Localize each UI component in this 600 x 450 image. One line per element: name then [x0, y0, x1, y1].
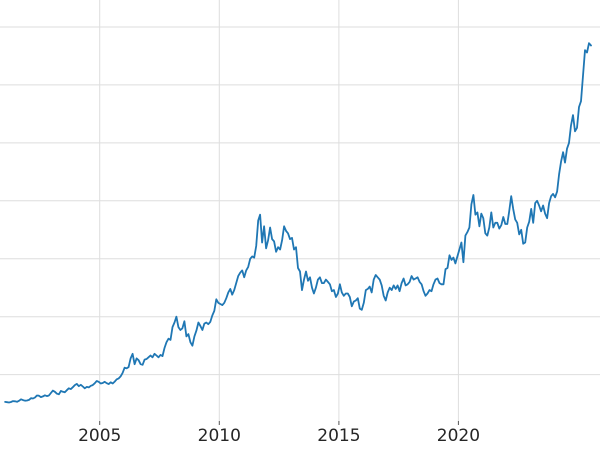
x-tick-label-2015: 2015: [317, 426, 360, 446]
price-line: [4, 42, 592, 404]
x-tick-label-2010: 2010: [198, 426, 241, 446]
x-tick-label-2005: 2005: [78, 426, 121, 446]
x-tick-label-2020: 2020: [437, 426, 480, 446]
